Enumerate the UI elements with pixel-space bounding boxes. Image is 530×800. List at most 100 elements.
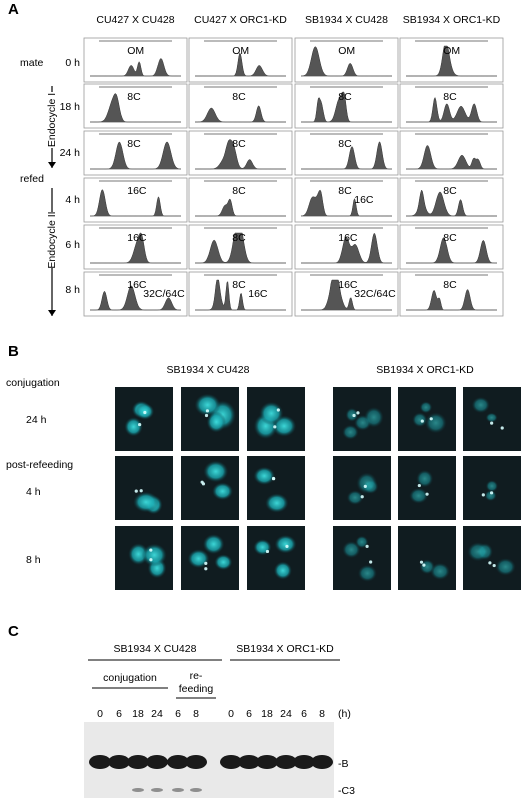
peak-label: 8C bbox=[232, 232, 246, 244]
histogram-caption bbox=[415, 40, 488, 42]
peak-label: 16C bbox=[338, 279, 358, 291]
nucleus bbox=[259, 401, 284, 426]
group-label: SB1934 X ORC1-KD bbox=[236, 643, 334, 655]
histogram-caption bbox=[310, 86, 383, 88]
row-label: 24 h bbox=[26, 414, 47, 426]
nucleus bbox=[355, 535, 369, 549]
micronucleus bbox=[273, 425, 277, 429]
column-header: CU427 X CU428 bbox=[96, 14, 174, 26]
nucleus bbox=[202, 534, 225, 555]
lane-label: 18 bbox=[132, 708, 144, 720]
micrograph bbox=[333, 526, 391, 590]
nucleus bbox=[253, 539, 272, 556]
condition-label: feeding bbox=[179, 683, 214, 695]
micronucleus bbox=[489, 491, 494, 495]
lane-label: 6 bbox=[301, 708, 307, 720]
nucleus bbox=[273, 561, 292, 580]
lane-label: 8 bbox=[319, 708, 325, 720]
row-label: refed bbox=[20, 173, 44, 185]
nucleus bbox=[471, 396, 490, 414]
histogram-caption bbox=[204, 227, 277, 229]
histogram-caption bbox=[310, 274, 383, 276]
peak-label: 8C bbox=[443, 185, 457, 197]
micronucleus bbox=[204, 413, 209, 418]
histogram bbox=[406, 145, 497, 170]
micronucleus bbox=[204, 561, 208, 565]
nucleus bbox=[265, 493, 289, 513]
band-b bbox=[167, 755, 189, 769]
row-label: 24 h bbox=[60, 147, 81, 159]
micronucleus bbox=[149, 558, 153, 562]
peak-label: 8C bbox=[338, 91, 352, 103]
lane-label: 6 bbox=[116, 708, 122, 720]
column-header: SB1934 X CU428 bbox=[167, 364, 250, 376]
nucleus bbox=[424, 412, 447, 434]
micronucleus bbox=[481, 493, 485, 497]
nucleus bbox=[206, 411, 226, 433]
column-header: CU427 X ORC1-KD bbox=[194, 14, 287, 26]
nucleus bbox=[141, 543, 167, 567]
panel-label: A bbox=[8, 1, 19, 18]
histogram-caption bbox=[99, 40, 172, 42]
micronucleus bbox=[363, 484, 367, 488]
histogram-panel bbox=[188, 177, 293, 223]
lane-label: 18 bbox=[261, 708, 273, 720]
micronucleus bbox=[422, 563, 426, 567]
band-c3 bbox=[190, 788, 202, 792]
band-b bbox=[293, 755, 315, 769]
peak-label: 16C bbox=[127, 185, 147, 197]
micronucleus bbox=[492, 563, 496, 568]
histogram-caption bbox=[310, 227, 383, 229]
arrow-head bbox=[48, 162, 56, 168]
histogram-caption bbox=[99, 274, 172, 276]
histogram-caption bbox=[415, 274, 488, 276]
arrow-head bbox=[48, 310, 56, 316]
peak-label: 8C bbox=[338, 185, 352, 197]
row-label: 4 h bbox=[65, 194, 80, 206]
column-header: SB1934 X CU428 bbox=[305, 14, 388, 26]
histogram-caption bbox=[415, 180, 488, 182]
peak-label: OM bbox=[232, 45, 249, 57]
column-header: SB1934 X ORC1-KD bbox=[376, 364, 474, 376]
lane-label: 8 bbox=[193, 708, 199, 720]
lane-label: 0 bbox=[228, 708, 234, 720]
band-b bbox=[127, 755, 149, 769]
unit-label: (h) bbox=[338, 708, 351, 720]
histogram-caption bbox=[415, 227, 488, 229]
peak-label: 32C/64C bbox=[354, 288, 396, 300]
row-label: mate bbox=[20, 57, 44, 69]
peak-label: 8C bbox=[232, 279, 246, 291]
micrograph bbox=[247, 526, 305, 590]
row-label: 18 h bbox=[60, 101, 81, 113]
micronucleus bbox=[425, 492, 429, 496]
nucleus bbox=[274, 534, 297, 554]
histogram-caption bbox=[99, 180, 172, 182]
peak-label: OM bbox=[443, 45, 460, 57]
condition-label: conjugation bbox=[103, 672, 157, 684]
nucleus bbox=[187, 549, 210, 569]
band-b bbox=[185, 755, 207, 769]
micronucleus bbox=[139, 489, 143, 493]
nucleus bbox=[194, 393, 221, 417]
micronucleus bbox=[352, 413, 356, 418]
histogram-caption bbox=[310, 40, 383, 42]
group-label: SB1934 X CU428 bbox=[114, 643, 197, 655]
lane-label: 0 bbox=[97, 708, 103, 720]
nucleus bbox=[203, 460, 229, 483]
micronucleus bbox=[490, 421, 494, 425]
band-label: -B bbox=[338, 758, 349, 770]
nucleus bbox=[342, 424, 359, 440]
histogram-panel bbox=[399, 37, 504, 83]
label-backdrop bbox=[46, 92, 58, 148]
micronucleus bbox=[205, 409, 210, 413]
band-b bbox=[238, 755, 260, 769]
band-b bbox=[311, 755, 333, 769]
band-c3 bbox=[172, 788, 184, 792]
micronucleus bbox=[360, 495, 364, 499]
micronucleus bbox=[500, 426, 504, 430]
histogram-caption bbox=[99, 133, 172, 135]
band-b bbox=[256, 755, 278, 769]
micronucleus bbox=[488, 561, 492, 565]
micronucleus bbox=[271, 476, 276, 481]
